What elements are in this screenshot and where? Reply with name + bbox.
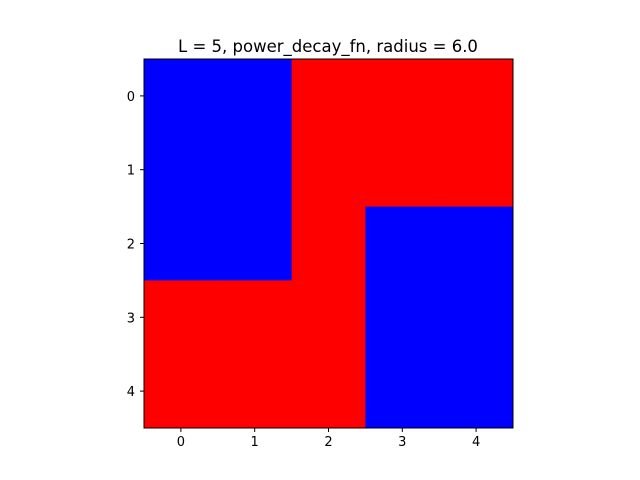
x-axis: 0 1 2 3 4 <box>177 428 480 450</box>
heatmap-cell-r1-c3 <box>365 132 440 208</box>
x-tick-label: 4 <box>472 435 480 450</box>
heatmap-cell-r0-c0 <box>144 59 219 134</box>
y-tick-label: 3 <box>127 311 135 326</box>
heatmap-cell-r0-c2 <box>291 59 366 134</box>
heatmap-cell-r3-c4 <box>439 280 514 355</box>
chart-title: L = 5, power_decay_fn, radius = 6.0 <box>178 37 478 57</box>
heatmap-cell-r3-c2 <box>291 280 366 355</box>
y-tick-label: 4 <box>127 385 135 400</box>
x-tick-label: 3 <box>398 435 406 450</box>
heatmap-cell-r1-c2 <box>291 132 366 208</box>
heatmap-cell-r0-c1 <box>217 59 293 134</box>
heatmap-cell-r1-c0 <box>144 132 219 208</box>
heatmap-cell-r3-c3 <box>365 280 440 355</box>
heatmap-cell-r2-c3 <box>365 206 440 281</box>
heatmap-cell-r2-c1 <box>217 206 293 281</box>
heatmap-cell-r2-c4 <box>439 206 514 281</box>
heatmap-cell-r4-c0 <box>144 354 219 429</box>
heatmap-cell-r4-c4 <box>439 354 514 429</box>
heatmap-cell-r3-c1 <box>217 280 293 355</box>
heatmap-cell-r1-c1 <box>217 132 293 208</box>
heatmap-cell-r3-c0 <box>144 280 219 355</box>
x-tick-label: 0 <box>177 435 185 450</box>
heatmap-cells <box>144 59 514 429</box>
x-tick-label: 2 <box>324 435 332 450</box>
heatmap-cell-r4-c1 <box>217 354 293 429</box>
heatmap-cell-r4-c2 <box>291 354 366 429</box>
heatmap-cell-r1-c4 <box>439 132 514 208</box>
x-tick-label: 1 <box>251 435 259 450</box>
y-tick-label: 0 <box>127 90 135 105</box>
heatmap-cell-r2-c2 <box>291 206 366 281</box>
heatmap-cell-r2-c0 <box>144 206 219 281</box>
heatmap-cell-r0-c3 <box>365 59 440 134</box>
y-tick-label: 2 <box>127 238 135 253</box>
y-axis: 0 1 2 3 4 <box>127 90 144 400</box>
heatmap-cell-r4-c3 <box>365 354 440 429</box>
heatmap-cell-r0-c4 <box>439 59 514 134</box>
y-tick-label: 1 <box>127 164 135 179</box>
